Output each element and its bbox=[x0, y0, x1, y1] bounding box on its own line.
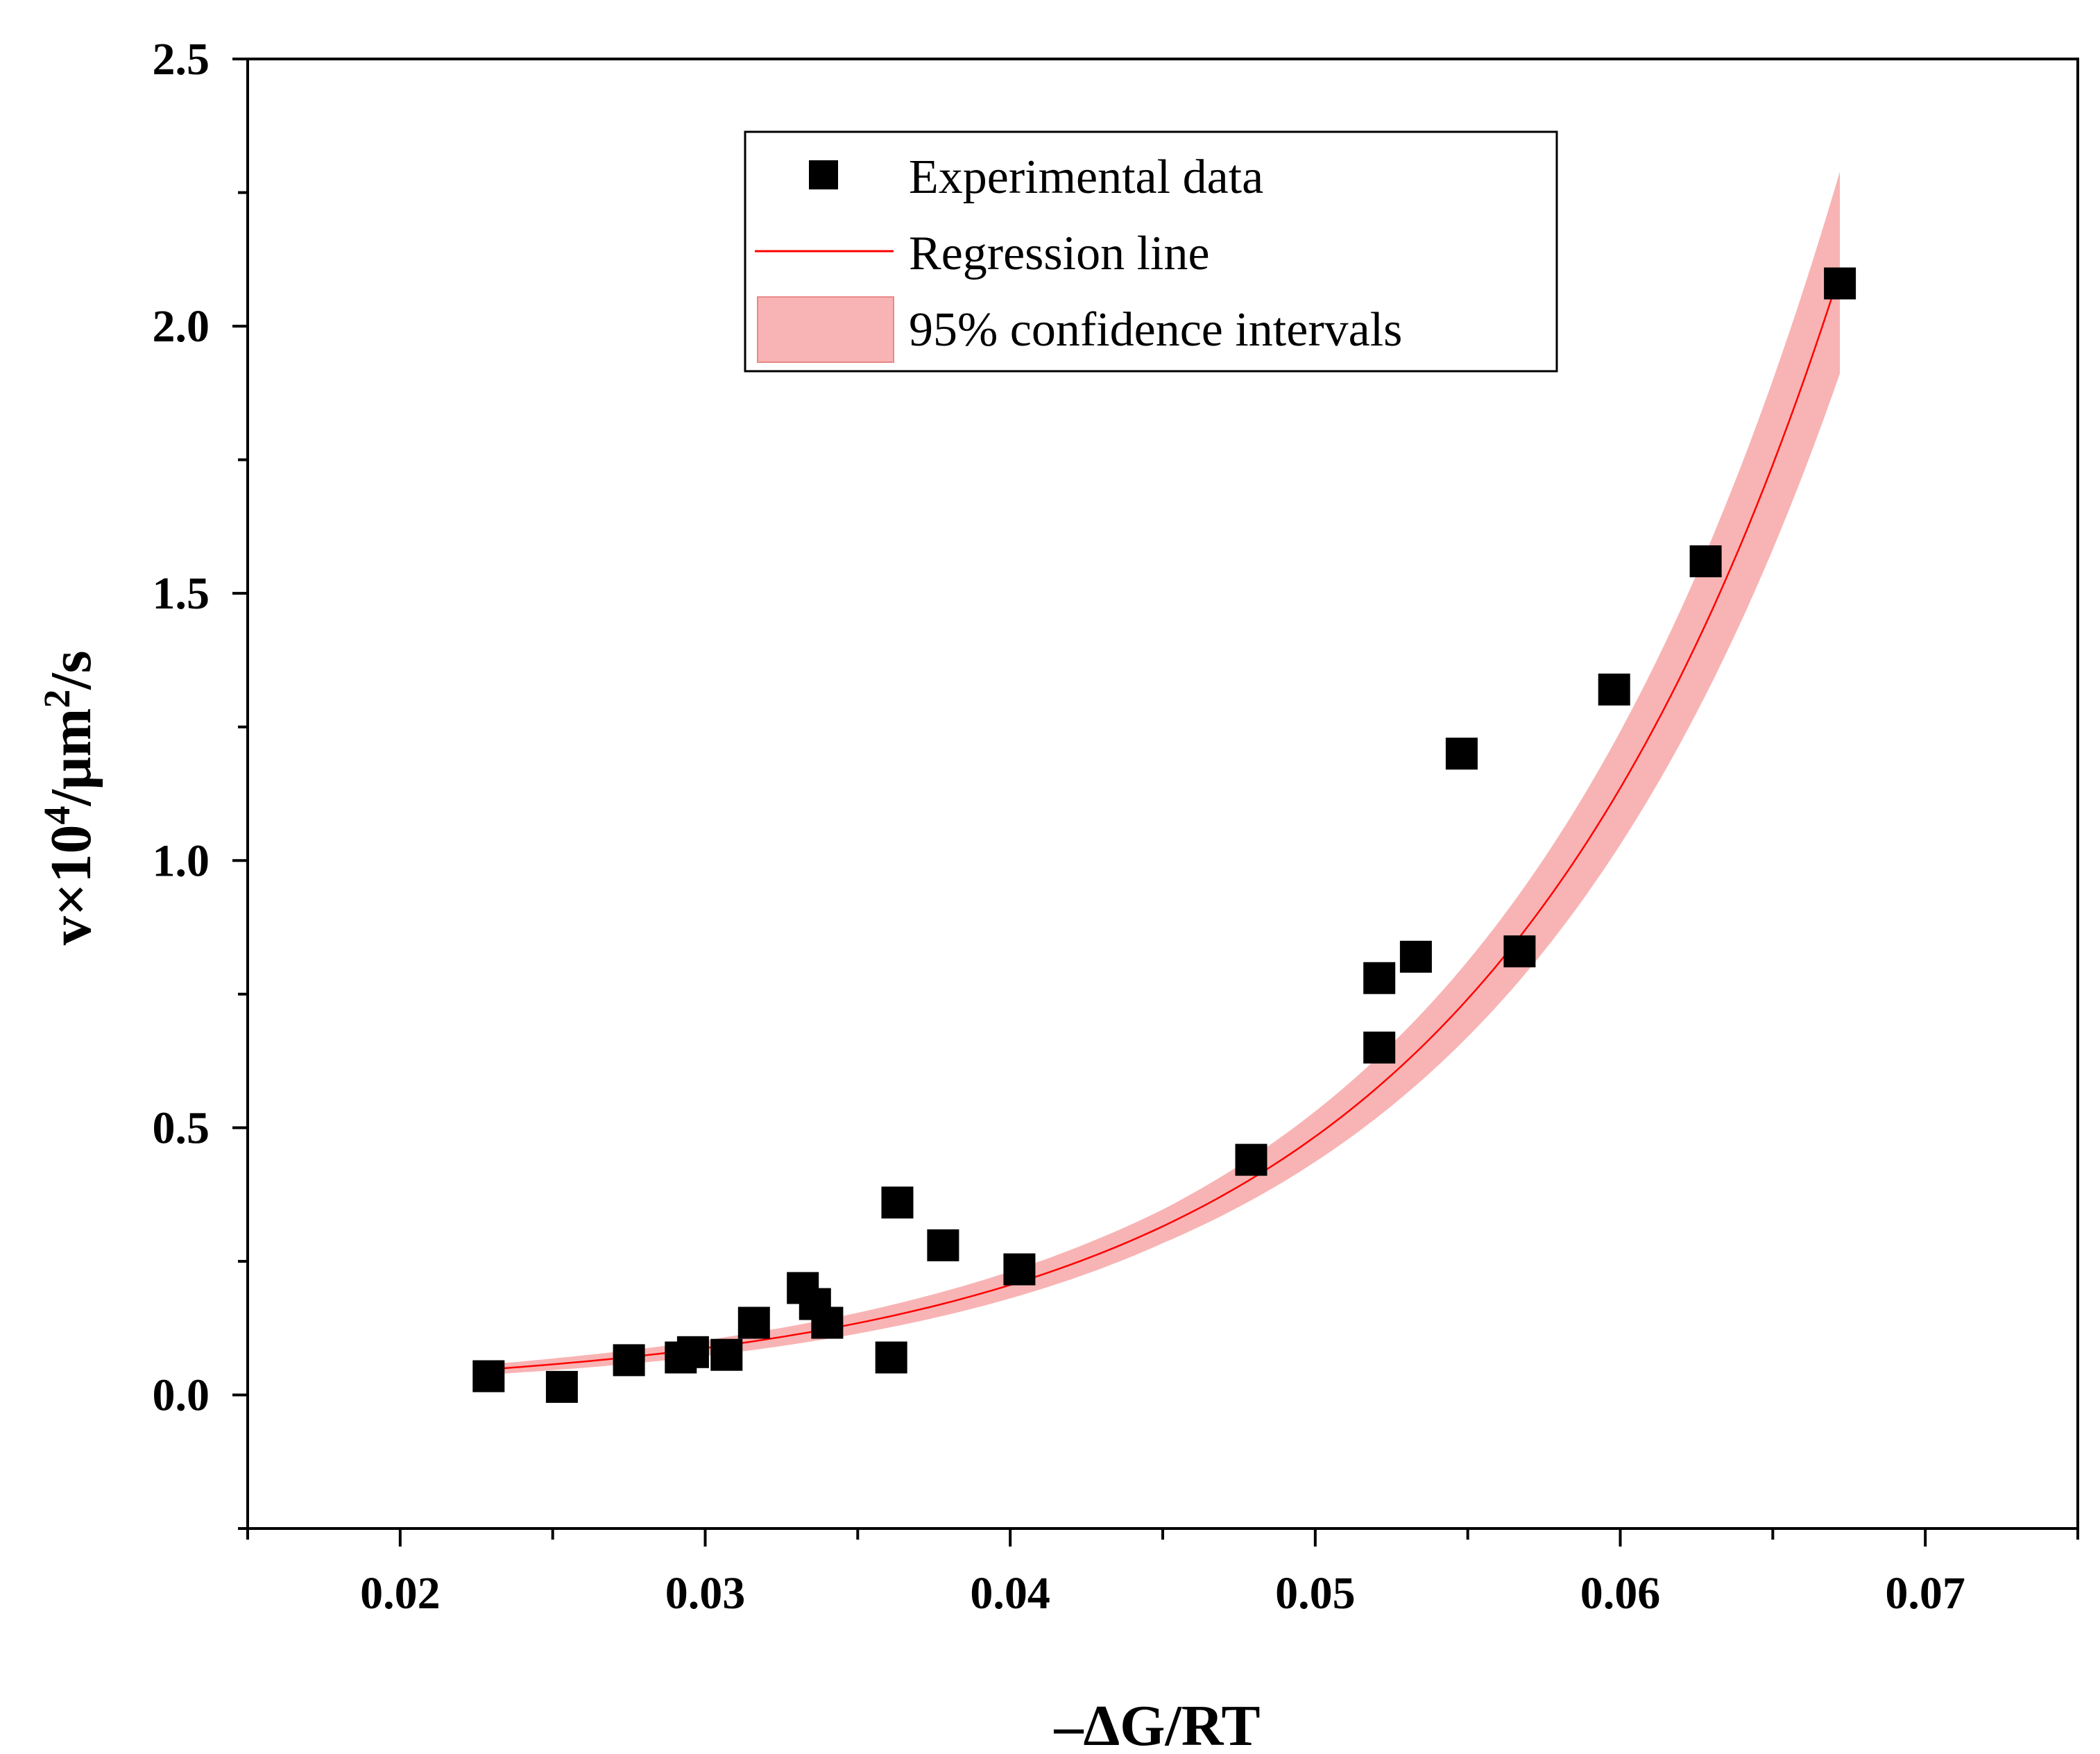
legend-label-experimental: Experimental data bbox=[909, 151, 1263, 204]
data-point bbox=[1363, 962, 1396, 994]
data-point bbox=[875, 1341, 907, 1374]
data-point bbox=[927, 1229, 959, 1261]
regression-line bbox=[488, 272, 1841, 1370]
legend-marker-confidence bbox=[757, 296, 894, 363]
regression-line-layer bbox=[488, 272, 1841, 1370]
data-point bbox=[1399, 940, 1432, 973]
y-axis-title-end: /s bbox=[39, 651, 103, 690]
data-point bbox=[811, 1306, 844, 1339]
x-tick-label: 0.05 bbox=[1275, 1568, 1356, 1619]
y-axis-title-mid: /μm bbox=[39, 708, 103, 807]
y-axis-title-sup2: 2 bbox=[36, 690, 78, 708]
y-axis-title-sup1: 4 bbox=[36, 806, 78, 825]
data-point bbox=[881, 1186, 914, 1219]
data-point bbox=[737, 1306, 770, 1339]
x-tick-label: 0.03 bbox=[665, 1568, 746, 1619]
y-axis-title-base: v×10 bbox=[39, 825, 103, 946]
y-axis-title: v×104/μm2/s bbox=[36, 651, 103, 946]
y-tick-label: 0.5 bbox=[153, 1102, 210, 1153]
data-point bbox=[472, 1360, 505, 1393]
legend-label-regression: Regression line bbox=[909, 227, 1210, 280]
x-tick-label: 0.04 bbox=[970, 1568, 1050, 1619]
legend-label-confidence: 95% confidence intervals bbox=[909, 303, 1402, 357]
data-point bbox=[545, 1370, 578, 1403]
data-point bbox=[1689, 545, 1722, 577]
data-point bbox=[676, 1336, 709, 1368]
x-tick-label: 0.02 bbox=[360, 1568, 441, 1619]
tick-labels-layer: 0.02 0.03 0.04 0.05 0.06 0.07 0.0 0.5 1.0 1.5 2.0 2… bbox=[153, 34, 1965, 1619]
data-point bbox=[1003, 1253, 1036, 1286]
data-point bbox=[1824, 267, 1856, 300]
legend: Experimental data Regression line 95% co… bbox=[744, 130, 1558, 373]
y-tick-label: 1.0 bbox=[153, 835, 210, 886]
data-point bbox=[1503, 935, 1536, 968]
data-point bbox=[1363, 1031, 1396, 1064]
y-tick-label: 2.0 bbox=[153, 301, 210, 352]
x-axis-title: –ΔG/RT bbox=[1053, 1694, 1260, 1754]
data-point bbox=[613, 1344, 645, 1377]
y-tick-label: 1.5 bbox=[153, 568, 210, 619]
data-point bbox=[1445, 738, 1478, 770]
x-tick-label: 0.07 bbox=[1885, 1568, 1965, 1619]
ticks-layer bbox=[232, 58, 2079, 1547]
legend-marker-experimental bbox=[809, 160, 838, 189]
data-point bbox=[710, 1338, 743, 1371]
y-tick-label: 0.0 bbox=[153, 1370, 210, 1420]
data-points-layer bbox=[472, 267, 1856, 1403]
data-point bbox=[1235, 1143, 1267, 1176]
y-tick-label: 2.5 bbox=[153, 34, 210, 85]
data-point bbox=[1598, 673, 1630, 706]
x-tick-label: 0.06 bbox=[1580, 1568, 1661, 1619]
